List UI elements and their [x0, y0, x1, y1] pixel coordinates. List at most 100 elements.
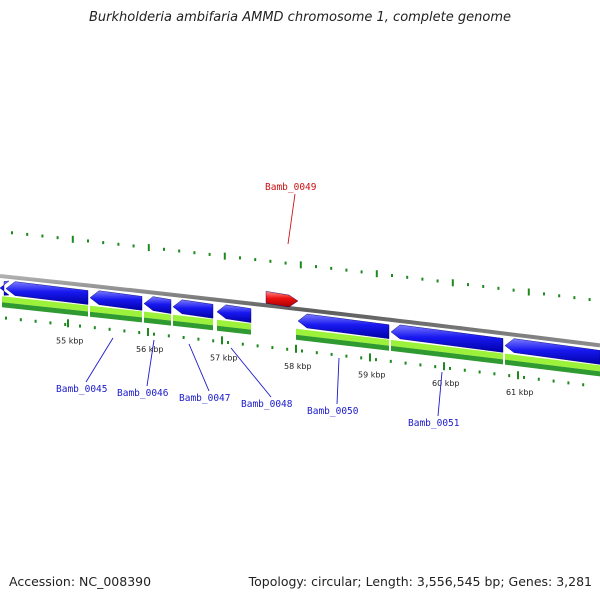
- coordinate-ticks: 55 kbp 56 kbp 57 kbp 58 kbp 59 kbp 60 kbp 61 k…: [5, 316, 585, 397]
- leader-line: [437, 371, 443, 417]
- chromosome-backbone: [0, 274, 600, 348]
- inner-ruler-dot: [19, 318, 22, 322]
- inner-ruler-dot: [212, 339, 215, 343]
- highlight-gene-arrow: [265, 291, 299, 308]
- inner-ruler-dot: [182, 336, 185, 340]
- gene-track-light: [173, 314, 213, 326]
- ruler-dot: [588, 298, 591, 302]
- cds-arrow: [172, 299, 214, 319]
- ruler-dot: [497, 286, 500, 290]
- genome-summary-text: Topology: circular; Length: 3,556,545 bp…: [248, 574, 592, 589]
- ruler-dot: [208, 252, 211, 256]
- gene-label[interactable]: Bamb_0045: [56, 384, 107, 395]
- inner-ruler-dot: [330, 352, 333, 356]
- inner-ruler-dot: [567, 381, 570, 385]
- gene-track-light: [296, 328, 389, 346]
- leader-line: [188, 343, 210, 392]
- ruler-dot: [71, 235, 74, 243]
- inner-ruler-dot: [345, 354, 348, 358]
- leader-line: [336, 357, 340, 405]
- inner-ruler-dot: [582, 383, 585, 387]
- major-tick: [147, 328, 149, 337]
- ruler-dot: [117, 242, 120, 246]
- ruler-dot: [102, 241, 105, 245]
- major-tick: [221, 336, 223, 345]
- inner-ruler-dot: [478, 370, 481, 374]
- inner-ruler-dot: [108, 327, 111, 331]
- major-tick: [67, 319, 69, 328]
- major-tick: [443, 362, 445, 371]
- gene-track-dark: [391, 345, 503, 365]
- ruler-dot: [178, 249, 181, 253]
- ruler-dot: [193, 251, 196, 255]
- gene-track-dark: [505, 359, 600, 377]
- inner-ruler-dot: [93, 326, 96, 330]
- inner-ruler-dot: [227, 340, 229, 344]
- inner-ruler-dot: [552, 379, 555, 383]
- inner-ruler-dot: [493, 372, 496, 376]
- ruler-dot: [147, 244, 150, 252]
- gene-track: [0, 280, 600, 377]
- major-tick: [295, 344, 297, 353]
- ruler-dot: [163, 247, 165, 251]
- gene-label[interactable]: Bamb_0048: [241, 399, 293, 410]
- ruler-dot: [239, 256, 241, 260]
- gene-track-light: [2, 296, 88, 312]
- ruler-dot: [56, 236, 59, 240]
- gene-track-dark: [296, 334, 389, 351]
- ruler-dot: [558, 294, 561, 298]
- inner-ruler-dot: [153, 332, 155, 336]
- leader-line: [146, 339, 155, 387]
- ruler-dot: [482, 284, 485, 288]
- major-tick: [369, 353, 371, 362]
- gene-label[interactable]: Bamb_0050: [307, 406, 359, 417]
- inner-ruler-dot: [315, 351, 318, 355]
- tick-label: 57 kbp: [210, 353, 238, 362]
- gene-track-dark: [2, 302, 88, 317]
- tick-label: 56 kbp: [136, 345, 164, 354]
- gene-track-light: [90, 305, 142, 318]
- ruler-dot: [26, 232, 29, 236]
- ruler-dot: [87, 239, 89, 243]
- inner-ruler-dot: [537, 377, 540, 381]
- tick-label: 59 kbp: [358, 370, 386, 379]
- cds-arrow: [504, 338, 600, 365]
- inner-ruler-dot: [79, 324, 81, 328]
- backbone-line: [0, 274, 600, 348]
- ruler-dot: [406, 275, 409, 279]
- inner-ruler-dot: [167, 334, 170, 338]
- cds-arrow: [89, 290, 143, 311]
- ruler-dot: [512, 288, 515, 292]
- gene-label[interactable]: Bamb_0051: [408, 418, 460, 429]
- ruler-dot: [132, 244, 135, 248]
- inner-ruler-dot: [138, 331, 141, 335]
- inner-ruler-dot: [49, 321, 52, 325]
- ruler-dot: [360, 270, 363, 274]
- ruler-dot: [391, 274, 393, 278]
- inner-ruler-dot: [434, 365, 437, 369]
- inner-ruler-dot: [375, 358, 377, 362]
- ruler-dot: [11, 231, 13, 235]
- gene-label[interactable]: Bamb_0049: [265, 182, 317, 193]
- gene-track-dark: [173, 320, 213, 331]
- ruler-dot: [284, 261, 287, 265]
- inner-ruler-dot: [286, 347, 289, 351]
- ruler-dot: [223, 252, 226, 260]
- ruler-dot: [269, 259, 272, 263]
- leader-line: [230, 347, 272, 398]
- cds-arrow: [297, 313, 390, 339]
- ruler-dot: [299, 261, 302, 269]
- cds-arrow: [5, 281, 89, 305]
- cds-arrow: [143, 296, 172, 314]
- inner-ruler-dot: [360, 356, 363, 360]
- gene-track-light: [505, 353, 600, 372]
- gene-label[interactable]: Bamb_0047: [179, 393, 230, 404]
- ruler-dot: [527, 288, 530, 296]
- ruler-dot: [345, 268, 348, 272]
- inner-ruler-dot: [419, 363, 422, 367]
- major-tick: [517, 371, 519, 380]
- ruler-dot: [451, 279, 454, 287]
- inner-ruler-dot: [449, 366, 451, 370]
- gene-label[interactable]: Bamb_0046: [117, 388, 169, 399]
